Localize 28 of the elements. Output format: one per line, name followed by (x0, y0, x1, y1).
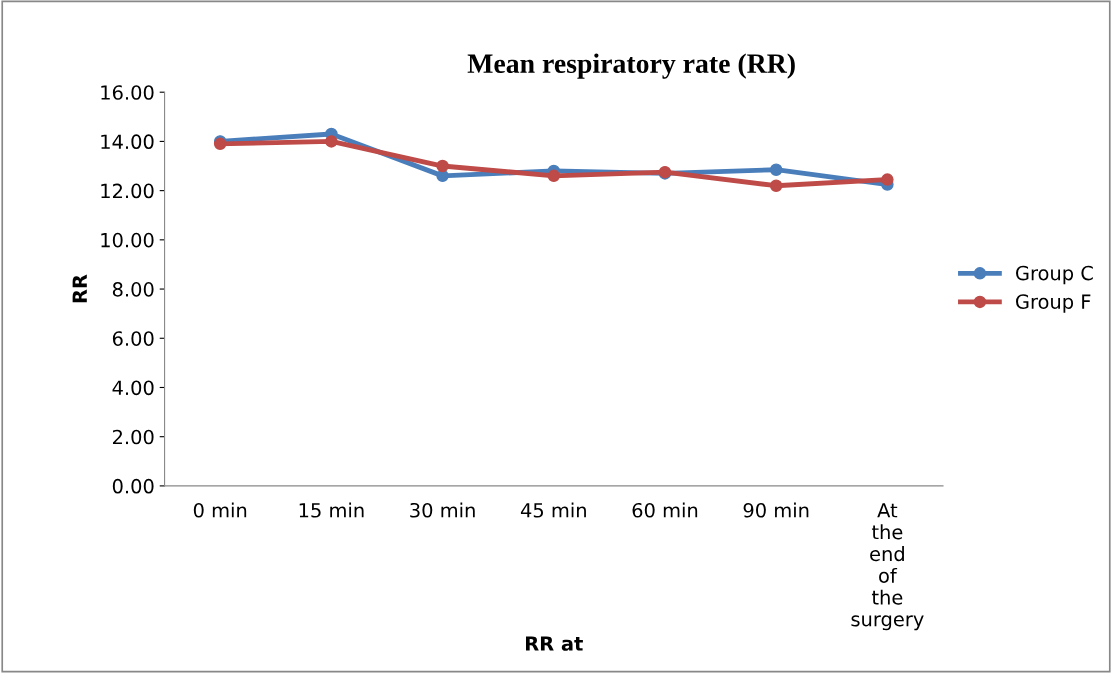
y-tick-label: 0.00 (112, 478, 154, 494)
y-tick-label: 8.00 (112, 282, 154, 297)
y-tick-label: 12.00 (101, 183, 154, 199)
chart-title: Mean respiratory rate (RR) (467, 53, 795, 79)
y-tick-label: 6.00 (112, 331, 154, 346)
y-tick-label: 16.00 (101, 85, 154, 100)
x-tick-label: 60 min (632, 502, 698, 518)
y-tick-label: 14.00 (101, 134, 154, 150)
legend-label: Group F (1016, 294, 1091, 313)
x-tick-label: 90 min (743, 502, 809, 518)
y-tick-label: 4.00 (112, 380, 154, 396)
x-axis-title: RR at (526, 636, 583, 651)
point (436, 169, 449, 183)
point (769, 163, 783, 176)
legend-label: Group C (1016, 265, 1093, 285)
point (436, 159, 449, 173)
y-tick-label: 10.00 (101, 232, 154, 248)
x-tick-label: At the end of the surgery (851, 503, 924, 631)
y-tick-label: 2.00 (112, 429, 154, 445)
x-tick-label: 30 min (410, 502, 475, 518)
point (547, 169, 561, 183)
x-tick-label: 15 min (299, 502, 364, 518)
point (881, 173, 894, 186)
point (769, 179, 783, 192)
point (325, 135, 338, 148)
y-axis-title: RR (72, 274, 87, 303)
x-tick-label: 0 min (193, 502, 247, 518)
x-tick-label: 45 min (520, 502, 586, 518)
